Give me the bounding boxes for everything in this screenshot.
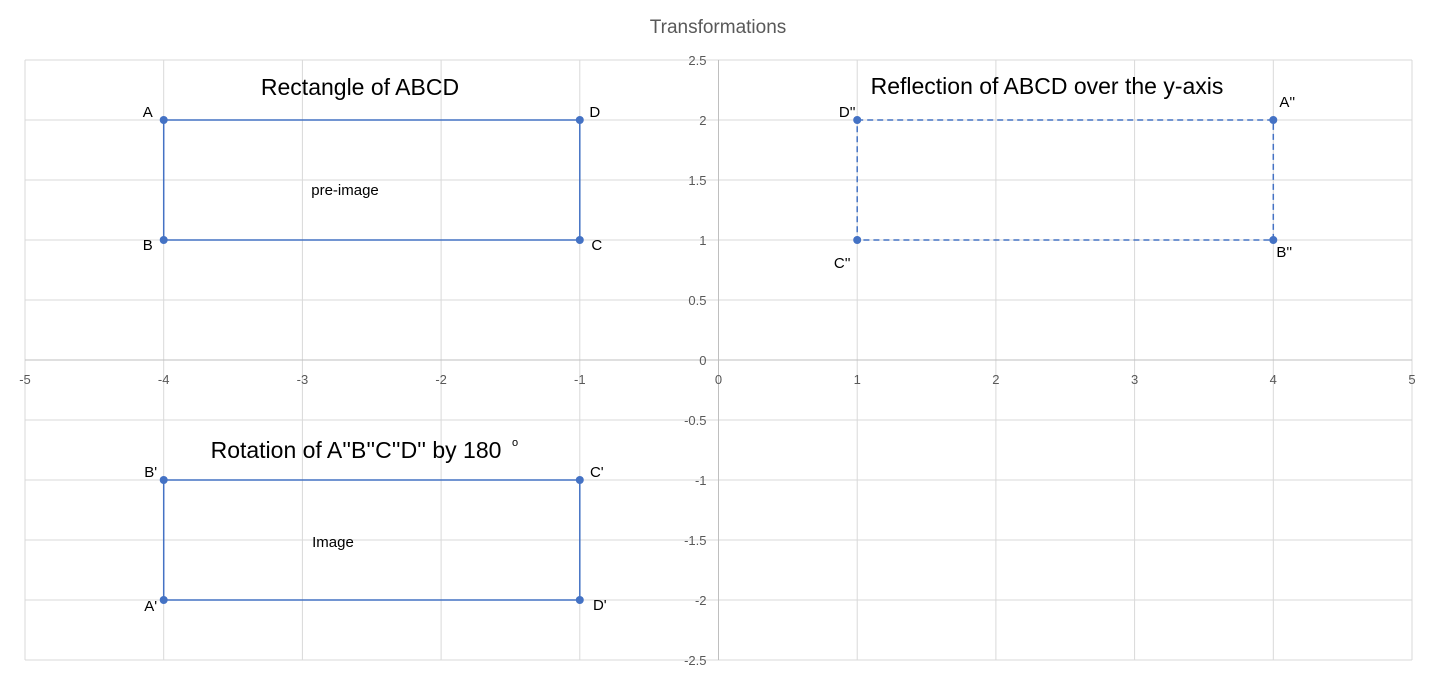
reflection-point-marker [853,236,862,244]
rotation-point-marker [575,476,584,484]
y-tick-label: 0.5 [688,293,706,308]
reflection-point-label: B'' [1276,244,1292,261]
x-tick-label: 0 [715,372,722,387]
y-tick-label: -1.5 [684,533,706,548]
reflection-point-marker [1269,116,1278,124]
preimage-point-marker [575,116,584,124]
rotation-point-label: C' [590,464,604,481]
data-series: A D C B D'' A'' B'' C'' B' C' D' A' [143,94,1296,615]
note-preimage: pre-image [311,182,379,199]
rotation-point-marker [159,476,168,484]
reflection-point-label: D'' [839,104,856,121]
preimage-point-marker [575,236,584,244]
preimage-point-label: C [591,237,602,254]
x-tick-label: 3 [1131,372,1138,387]
chart-title: Transformations [650,17,787,38]
annotations: Rectangle of ABCD Reflection of ABCD over… [211,73,1224,551]
degree-mark: o [512,437,518,449]
y-tick-label: 1.5 [688,173,706,188]
y-tick-label: -2 [695,593,707,608]
y-tick-label: 2.5 [688,53,706,68]
x-tick-label: 4 [1270,372,1277,387]
x-tick-label: -4 [158,372,170,387]
rotation-point-label: B' [144,464,157,481]
y-tick-label: 2 [699,113,706,128]
preimage-point-marker [159,236,168,244]
x-tick-label: 2 [992,372,999,387]
rotation-point-label: A' [144,598,157,615]
preimage-point-label: D [589,104,600,121]
y-tick-label: -2.5 [684,653,706,668]
x-tick-label: -2 [435,372,447,387]
rotation-point-marker [159,596,168,604]
note-image: Image [312,534,354,551]
x-tick-label: 1 [854,372,861,387]
y-tick-label: -0.5 [684,413,706,428]
reflection-point-marker [1269,236,1278,244]
x-tick-label: -1 [574,372,586,387]
x-tick-label: -5 [19,372,31,387]
y-tick-label: -1 [695,473,707,488]
reflection-outline [856,119,1275,241]
axes: -5 -4 -3 -2 -1 0 1 2 3 4 5 2.5 2 1.5 1 0.5 0 -0.5 -1 -1.5 -2… [19,53,1415,668]
title-preimage: Rectangle of ABCD [261,74,459,100]
rotation-point-marker [575,596,584,604]
preimage-point-marker [159,116,168,124]
reflection-point-marker [853,116,862,124]
x-tick-label: 5 [1408,372,1415,387]
title-reflection: Reflection of ABCD over the y-axis [871,73,1224,99]
x-tick-label: -3 [297,372,309,387]
rotation-point-label: D' [593,597,607,614]
preimage-point-label: B [143,237,153,254]
preimage-point-label: A [143,104,153,121]
title-rotation: Rotation of A''B''C''D'' by 180 [211,437,502,463]
reflection-point-label: A'' [1279,94,1295,111]
y-tick-label: 0 [699,353,706,368]
reflection-point-label: C'' [834,255,851,272]
y-tick-label: 1 [699,233,706,248]
